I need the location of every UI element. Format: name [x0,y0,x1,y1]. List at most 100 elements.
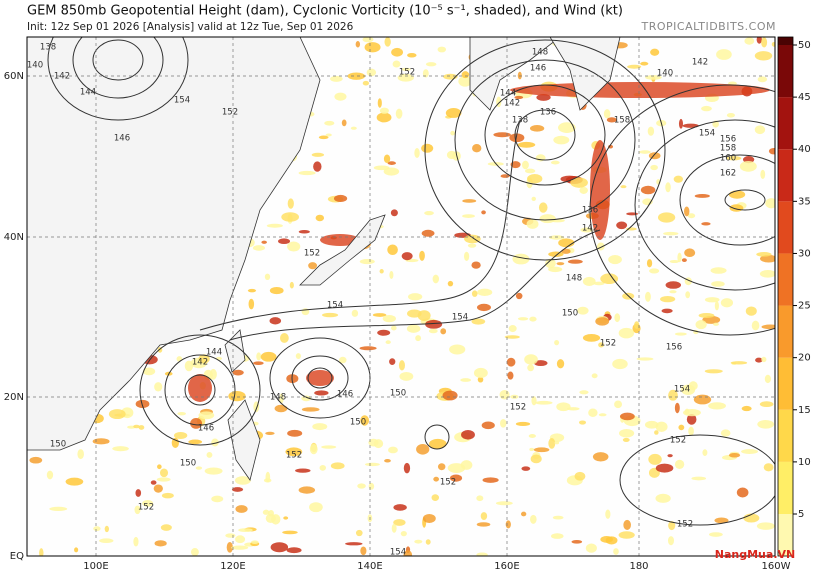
vorticity-blob [407,53,417,58]
contour-label: 142 [582,224,598,234]
vorticity-blob [515,421,531,426]
vorticity-blob [524,168,536,174]
vorticity-blob [674,332,687,336]
vorticity-blob [330,75,343,82]
lon-label: 160W [762,561,791,572]
vorticity-blob [471,290,478,297]
vorticity-blob [701,222,711,226]
vorticity-blob [600,273,619,285]
vorticity-blob [204,467,223,475]
vorticity-blob [504,335,520,339]
vorticity-blob [761,356,767,363]
vorticity-blob [476,303,491,312]
lon-label: 100E [83,561,108,572]
vorticity-blob [289,281,294,289]
vorticity-blob [693,394,712,405]
vorticity-blob [616,221,628,230]
vorticity-blob [198,354,210,364]
vorticity-core [188,374,212,402]
vorticity-blob [188,439,203,445]
contour-label: 142 [692,58,708,68]
vorticity-blob [729,204,744,212]
vorticity-blob [432,274,440,284]
vorticity-blob [377,98,382,108]
colorbar-segment [778,305,793,358]
vorticity-blob [529,124,545,132]
vorticity-blob [264,273,271,281]
vorticity-blob [462,199,477,203]
lon-label: 160E [494,561,519,572]
vorticity-blob [517,317,529,321]
vorticity-blob [549,235,565,240]
vorticity-blob [531,396,537,406]
vorticity-blob [579,186,588,194]
vorticity-blob [247,288,257,293]
lat-label: 40N [4,232,24,243]
vorticity-blob [613,548,619,555]
vorticity-blob [431,494,440,501]
contour-label: 146 [337,390,353,400]
vorticity-blob [646,259,653,268]
vorticity-blob [39,548,44,556]
vorticity-blob [190,548,199,556]
vorticity-blob [177,411,187,416]
vorticity-blob [678,424,685,431]
contour-label: 148 [532,48,548,58]
vorticity-blob [238,528,253,533]
contour-label: 140 [27,61,43,71]
contour-label: 152 [222,108,238,118]
lat-label: EQ [10,551,24,562]
vorticity-blob [711,281,725,287]
vorticity-blob [618,531,635,539]
vorticity-blob [677,252,682,263]
vorticity-blob [582,276,596,286]
vorticity-blob [627,64,642,69]
vorticity-blob [558,122,576,133]
vorticity-blob [135,489,142,497]
map-area: 1381401421441461521521521541481461441421… [27,37,775,556]
vorticity-blob [763,463,774,472]
lat-label: 60N [4,71,24,82]
vorticity-blob [366,68,377,77]
vorticity-blob [421,143,434,153]
vorticity-blob [556,262,565,266]
vorticity-blob [710,267,727,274]
vorticity-blob [360,415,370,426]
vorticity-blob [728,190,746,199]
contour-label: 150 [562,309,578,319]
vorticity-blob [508,325,517,333]
vorticity-blob [442,390,458,401]
vorticity-blob [505,520,511,529]
contour-label: 144 [80,88,96,98]
contour-label: 146 [114,134,130,144]
vorticity-blob [29,456,43,464]
vorticity-blob [333,194,348,202]
vorticity-blob [754,51,773,61]
vorticity-blob [757,420,775,429]
vorticity-blob [650,164,658,171]
contour-label: 152 [440,478,456,488]
vorticity-blob [287,198,294,209]
vorticity-blob [526,219,539,229]
vorticity-blob [520,511,527,517]
vorticity-blob [93,526,101,532]
vorticity-blob [260,351,277,362]
vorticity-blob [533,447,550,453]
vorticity-blob [393,519,406,526]
contour-label: 152 [304,249,320,259]
contour-label: 154 [174,96,190,106]
vorticity-blob [211,495,224,503]
vorticity-blob [558,238,575,248]
vorticity-blob [745,306,757,316]
vorticity-blob [400,530,407,537]
vorticity-blob [636,357,654,361]
vorticity-blob [500,418,507,428]
vorticity-blob [446,150,457,160]
vorticity-blob [450,130,456,136]
vorticity-blob [319,465,327,471]
vorticity-blob [135,399,150,409]
contour-label: 154 [674,385,690,395]
vorticity-blob [437,46,447,53]
vorticity-blob [741,405,752,412]
vorticity-blob [298,229,310,234]
